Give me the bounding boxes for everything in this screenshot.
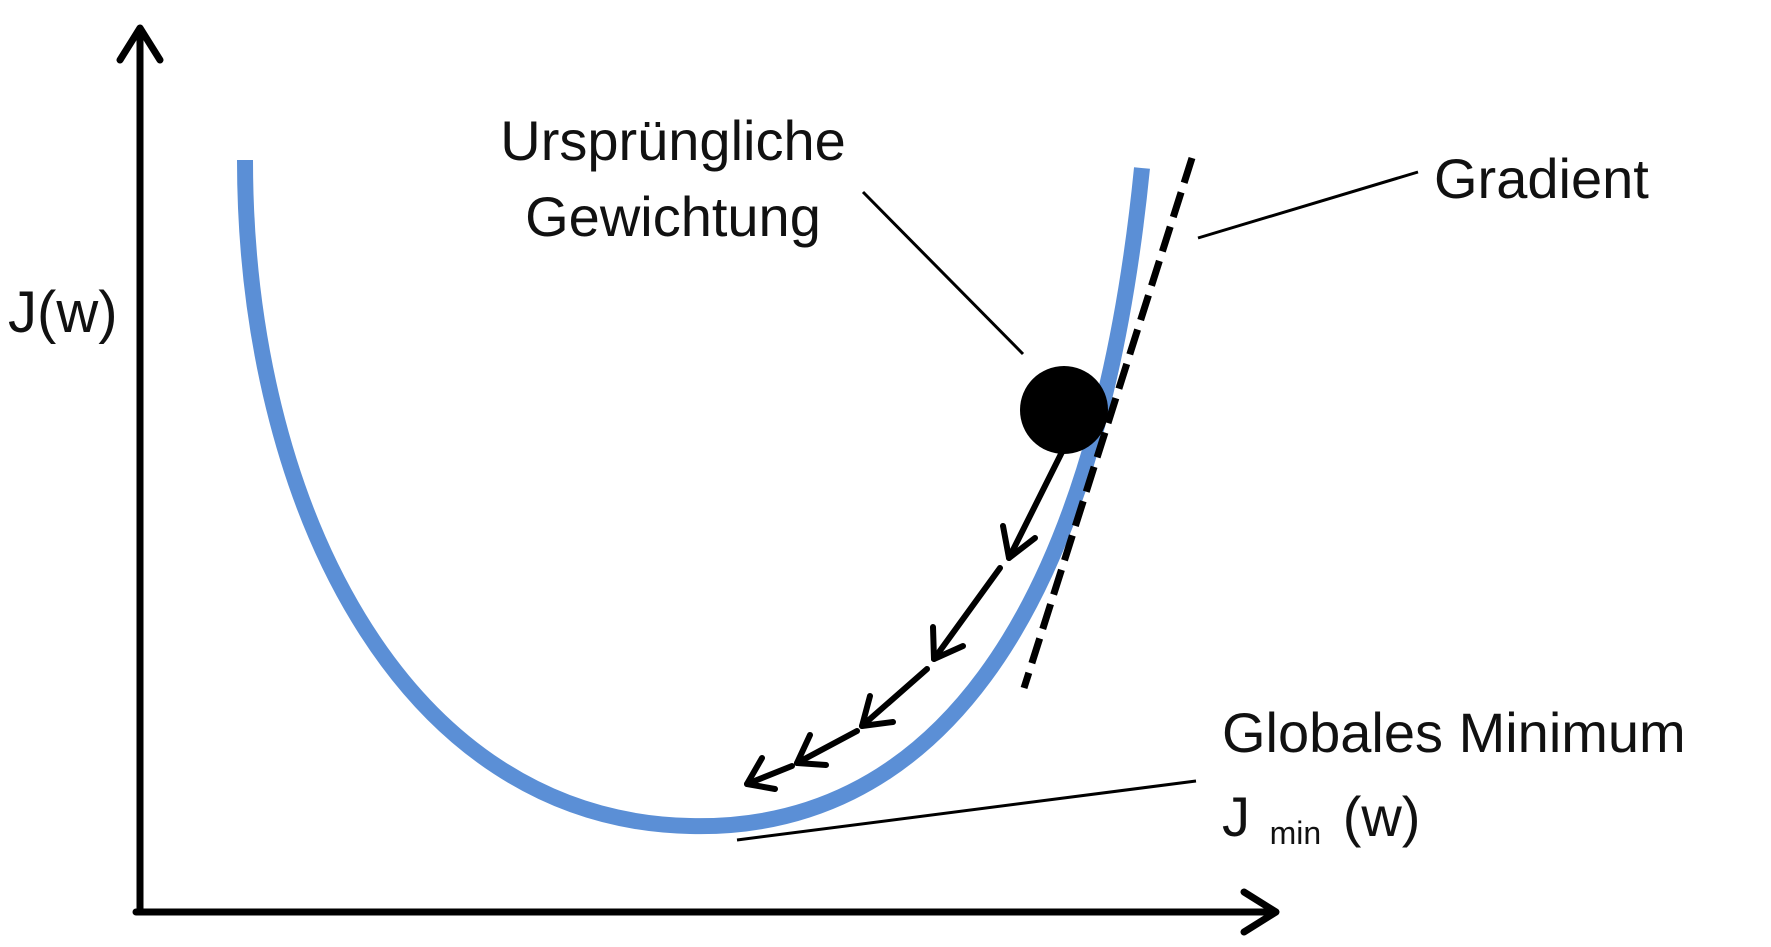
descent-steps bbox=[744, 447, 1066, 792]
global-minimum-leader-line bbox=[736, 779, 1197, 842]
axes bbox=[116, 24, 1280, 936]
descent-step-arrow bbox=[859, 666, 930, 729]
initial-weight-label-line2: Gewichtung bbox=[525, 185, 821, 248]
x-axis-arrowhead bbox=[1240, 888, 1280, 936]
descent-step-arrow bbox=[931, 565, 1003, 662]
descent-step-arrow bbox=[794, 728, 860, 766]
y-axis-arrowhead bbox=[116, 24, 164, 64]
jmin-label: J min (w) bbox=[1222, 785, 1420, 856]
descent-step-arrowhead bbox=[1000, 523, 1038, 561]
descent-step-arrow bbox=[1006, 447, 1066, 561]
initial-weight-point bbox=[1020, 366, 1108, 454]
global-minimum-label: Globales Minimum bbox=[1222, 701, 1686, 764]
initial-weight-leader-line bbox=[861, 190, 1025, 356]
gradient-tangent-line bbox=[1020, 156, 1196, 690]
descent-step-arrowhead bbox=[744, 755, 778, 792]
gradient-label: Gradient bbox=[1434, 147, 1649, 210]
jmin-subscript: min bbox=[1270, 815, 1322, 851]
descent-step-arrowhead bbox=[859, 693, 896, 729]
jmin-suffix: (w) bbox=[1343, 785, 1421, 848]
jmin-main: J bbox=[1222, 785, 1250, 848]
y-axis-label: J(w) bbox=[8, 280, 118, 345]
gradient-leader-line bbox=[1197, 170, 1419, 240]
descent-step-arrow bbox=[744, 763, 795, 787]
cost-function-curve bbox=[237, 159, 1150, 835]
descent-step-arrowhead bbox=[930, 624, 966, 662]
initial-weight-label-line1: Ursprüngliche bbox=[500, 109, 846, 172]
descent-step-arrowhead bbox=[794, 732, 829, 768]
